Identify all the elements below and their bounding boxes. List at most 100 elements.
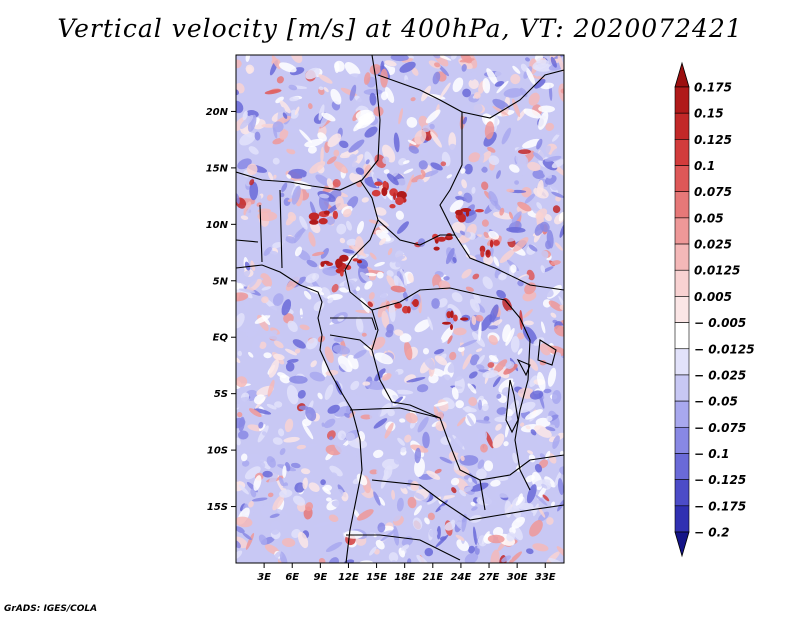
field-patch	[386, 275, 397, 290]
field-patch	[506, 188, 515, 193]
field-patch	[361, 332, 367, 337]
field-patch	[501, 127, 512, 145]
field-patch	[524, 193, 536, 204]
field-patch	[323, 87, 329, 93]
field-patch	[339, 149, 359, 159]
field-patch	[245, 55, 251, 63]
field-patch	[236, 292, 249, 302]
field-patch	[541, 483, 548, 489]
field-patch	[318, 96, 327, 105]
field-patch	[328, 514, 339, 523]
field-patch	[540, 265, 546, 273]
field-patch	[427, 498, 438, 505]
field-patch	[237, 350, 243, 357]
field-patch	[326, 216, 336, 225]
field-patch	[451, 221, 466, 233]
field-patch	[317, 392, 323, 400]
field-patch	[399, 61, 416, 73]
field-patch	[380, 290, 387, 303]
convective-cell	[450, 310, 454, 319]
field-patch	[291, 185, 301, 205]
field-patch	[273, 174, 277, 179]
field-patch	[468, 397, 478, 406]
field-patch	[358, 55, 373, 65]
field-patch	[292, 339, 306, 349]
field-patch	[348, 411, 356, 419]
field-patch	[334, 61, 340, 74]
field-patch	[374, 154, 387, 169]
field-patch	[321, 422, 325, 427]
field-patch	[272, 293, 284, 306]
field-patch	[398, 108, 403, 125]
border-south-1	[349, 407, 564, 521]
field-patch	[464, 405, 472, 413]
field-patch	[445, 469, 452, 475]
field-patch	[330, 88, 342, 105]
field-patch	[450, 552, 457, 559]
convective-cell	[460, 317, 469, 321]
field-patch	[462, 88, 471, 98]
border-central-1	[344, 179, 521, 319]
field-patch	[387, 248, 393, 256]
field-patch	[272, 437, 283, 445]
field-patch	[522, 138, 541, 149]
field-patch	[512, 439, 524, 445]
field-patch	[511, 516, 526, 529]
field-patch	[435, 184, 447, 195]
field-patch	[488, 155, 500, 166]
field-patch	[382, 373, 392, 381]
field-patch	[289, 96, 300, 102]
field-patch	[482, 78, 491, 94]
field-patch	[558, 211, 564, 222]
field-patch	[545, 426, 556, 432]
field-patch	[477, 459, 485, 469]
lon-tick-label: 9E	[313, 572, 327, 583]
field-patch	[460, 455, 465, 462]
field-patch	[279, 374, 291, 384]
field-patch	[385, 300, 390, 309]
field-patch	[464, 552, 479, 563]
field-patch	[333, 337, 344, 343]
field-patch	[299, 314, 314, 318]
field-patch	[418, 115, 429, 128]
field-patch	[244, 261, 251, 271]
field-patch	[243, 201, 252, 216]
field-patch	[468, 477, 473, 483]
field-patch	[302, 418, 312, 427]
field-patch	[457, 416, 466, 427]
field-patch	[318, 74, 333, 84]
field-patch	[281, 537, 296, 548]
field-patch	[436, 526, 441, 540]
field-patch	[426, 470, 441, 480]
field-patch	[520, 422, 525, 427]
field-patch	[517, 348, 523, 355]
field-patch	[261, 296, 269, 304]
colorbar-band	[674, 322, 690, 350]
convective-cell	[475, 209, 484, 213]
colorbar-label: − 0.075	[694, 421, 746, 435]
field-patch	[450, 477, 460, 486]
field-patch	[305, 273, 320, 283]
field-patch	[346, 325, 354, 341]
field-patch	[305, 502, 313, 512]
field-patch	[407, 273, 414, 283]
field-patch	[279, 128, 289, 140]
field-patch	[454, 514, 464, 530]
field-patch	[547, 367, 557, 387]
colorbar-band	[674, 296, 690, 323]
field-patch	[450, 55, 457, 60]
field-patch	[402, 290, 409, 302]
field-patch	[248, 351, 254, 358]
field-patch	[305, 67, 320, 80]
field-patch	[411, 67, 419, 76]
field-patch	[359, 560, 373, 563]
field-patch	[386, 270, 394, 277]
field-patch	[559, 450, 564, 456]
field-patch	[390, 371, 399, 384]
field-patch	[332, 344, 351, 355]
field-patch	[249, 277, 258, 288]
field-patch	[401, 544, 410, 551]
field-patch	[307, 145, 317, 154]
border-central-2	[377, 219, 455, 246]
field-patch	[542, 494, 550, 502]
